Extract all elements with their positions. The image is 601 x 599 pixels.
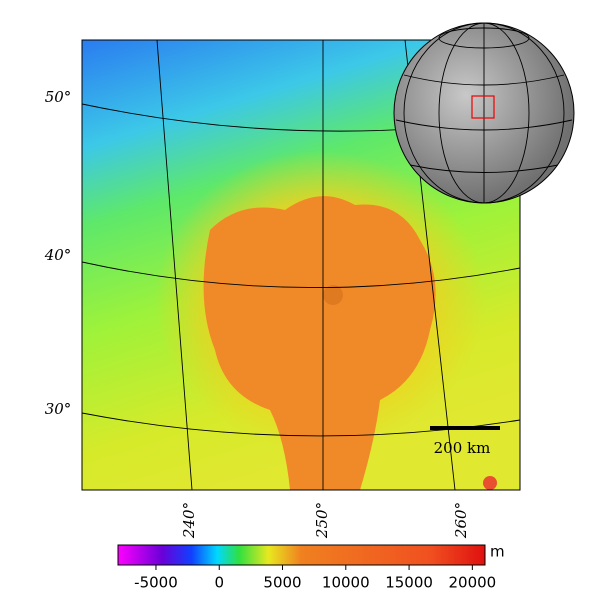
lon-label: 260° [452, 502, 470, 539]
colorbar-tick-label: 20000 [448, 574, 496, 592]
colorbar [117, 544, 486, 566]
lat-label: 50° [45, 88, 72, 106]
lon-label: 250° [313, 502, 331, 539]
lat-label: 40° [44, 246, 72, 264]
colorbar-unit: m [490, 543, 505, 561]
lat-label: 30° [45, 400, 72, 418]
colorbar-ticks: -5000 0 5000 10000 15000 20000 [134, 565, 496, 592]
colorbar-tick-label: 5000 [263, 574, 301, 592]
scale-bar-label: 200 km [434, 439, 491, 457]
colorbar-tick-label: -5000 [134, 574, 178, 592]
lon-label: 240° [180, 502, 198, 539]
colorbar-tick-label: 15000 [385, 574, 433, 592]
colorbar-tick-label: 10000 [322, 574, 370, 592]
globe-inset [393, 22, 575, 204]
colorbar-tick-label: 0 [214, 574, 224, 592]
